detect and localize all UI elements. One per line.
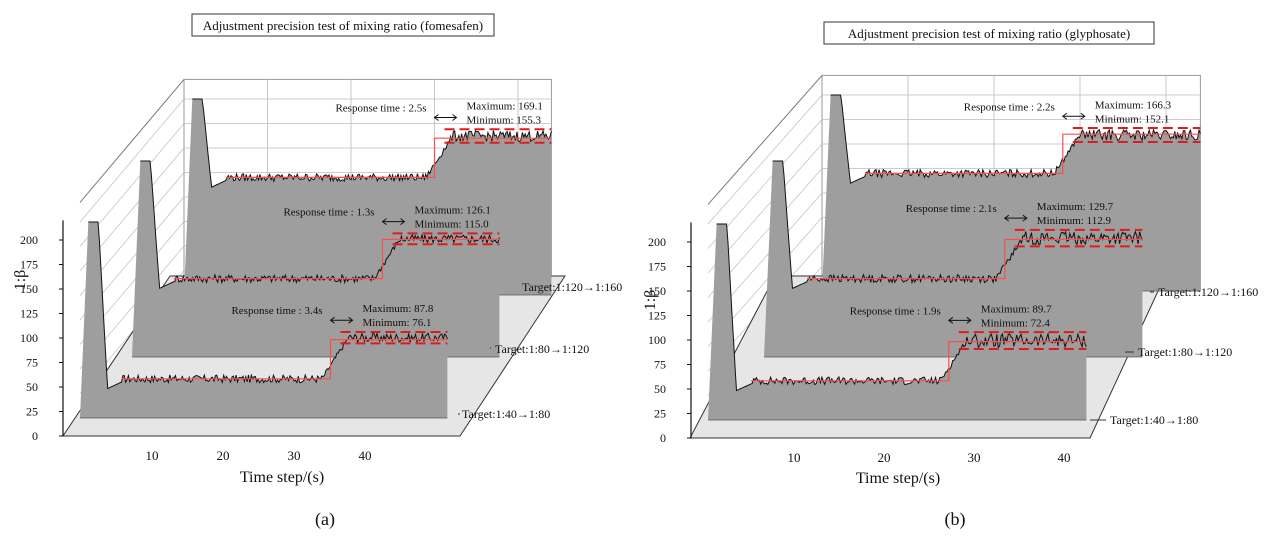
x-tick-label: 30 xyxy=(288,448,301,463)
target-label: Target:1:40→1:80 xyxy=(462,407,550,421)
maximum-label: Maximum: 87.8 xyxy=(363,303,434,315)
series-area xyxy=(708,224,1087,420)
panel-b: Response time : 2.2s Maximum: 166.3 Minimu… xyxy=(642,21,1258,487)
chart-title: Adjustment precision test of mixing rati… xyxy=(203,18,483,33)
target-step-line xyxy=(225,137,552,178)
target-label: Target:1:120→1:160 xyxy=(522,280,622,294)
y-tick-label: 175 xyxy=(20,258,38,272)
x-tick-label: 40 xyxy=(359,448,372,463)
minimum-label: Minimum: 76.1 xyxy=(363,317,432,329)
minimum-label: Minimum: 115.0 xyxy=(415,219,490,231)
y-tick-label: 100 xyxy=(20,331,38,345)
response-time-label: Response time : 2.2s xyxy=(964,101,1055,113)
response-arrowheads xyxy=(1003,214,1028,222)
target-step-line xyxy=(751,341,1087,382)
series-area xyxy=(80,222,448,418)
minimum-label: Minimum: 155.3 xyxy=(467,115,542,127)
y-tick-label: 0 xyxy=(660,431,666,445)
y-tick-label: 200 xyxy=(648,235,666,249)
x-tick-label: 10 xyxy=(146,448,159,463)
response-arrowheads xyxy=(381,218,406,226)
response-time-label: Response time : 3.4s xyxy=(231,305,322,317)
response-arrowheads xyxy=(947,316,972,324)
target-label: Target:1:120→1:160 xyxy=(1158,285,1258,299)
figure-label-a: (a) xyxy=(315,509,335,530)
minimum-label: Minimum: 152.1 xyxy=(1095,113,1170,125)
target-step-line xyxy=(807,238,1143,280)
series-area xyxy=(764,161,1143,357)
response-time-label: Response time : 1.3s xyxy=(283,207,374,219)
y-axis-label: 1:β xyxy=(642,290,659,311)
target-step-line xyxy=(173,238,500,280)
title-box xyxy=(191,13,495,37)
target-step-line xyxy=(865,133,1201,174)
y-tick-label: 75 xyxy=(654,358,666,372)
response-time-label: Response time : 1.9s xyxy=(850,305,941,317)
x-axis-label: Time step/(s) xyxy=(240,469,324,486)
side-grid-line xyxy=(707,94,823,225)
y-tick-label: 125 xyxy=(20,307,38,321)
side-wall-edge xyxy=(79,79,185,203)
side-wall-edge xyxy=(707,75,823,205)
target-step-line xyxy=(121,339,448,380)
y-tick-label: 150 xyxy=(20,282,38,296)
x-tick-label: 20 xyxy=(217,448,230,463)
y-tick-label: 75 xyxy=(26,356,38,370)
series-line xyxy=(772,160,1143,290)
y-tick-label: 100 xyxy=(648,333,666,347)
x-tick-label: 20 xyxy=(878,450,891,465)
series-line xyxy=(830,94,1201,184)
y-tick-label: 125 xyxy=(648,309,666,323)
x-tick-label: 40 xyxy=(1058,450,1071,465)
side-grid-line xyxy=(79,98,185,223)
maximum-label: Maximum: 89.7 xyxy=(981,303,1052,315)
x-tick-label: 30 xyxy=(968,450,981,465)
y-tick-label: 25 xyxy=(26,405,38,419)
maximum-label: Maximum: 126.1 xyxy=(415,205,491,217)
chart-title: Adjustment precision test of mixing rati… xyxy=(848,26,1130,41)
target-label: Target:1:40→1:80 xyxy=(1110,413,1198,427)
series-area xyxy=(132,161,500,357)
response-time-label: Response time : 2.1s xyxy=(906,203,997,215)
minimum-label: Minimum: 112.9 xyxy=(1037,215,1112,227)
figure-label-b: (b) xyxy=(945,509,966,530)
y-tick-label: 25 xyxy=(654,407,666,421)
y-tick-label: 200 xyxy=(20,233,38,247)
response-arrowheads xyxy=(329,316,354,324)
maximum-label: Maximum: 129.7 xyxy=(1037,201,1114,213)
y-tick-label: 175 xyxy=(648,260,666,274)
y-tick-label: 50 xyxy=(26,380,38,394)
y-tick-label: 150 xyxy=(648,284,666,298)
target-label: Target:1:80→1:120 xyxy=(1138,345,1232,359)
response-arrowheads xyxy=(1061,112,1086,120)
title-box xyxy=(823,21,1155,45)
x-axis-label: Time step/(s) xyxy=(856,470,940,487)
series-line xyxy=(192,98,552,188)
maximum-label: Maximum: 169.1 xyxy=(467,101,543,113)
target-label: Target:1:80→1:120 xyxy=(495,342,589,356)
response-arrowheads xyxy=(433,114,458,121)
y-axis-label: 1:β xyxy=(12,270,29,291)
response-time-label: Response time : 2.5s xyxy=(335,103,426,115)
x-tick-label: 10 xyxy=(788,450,801,465)
series-line xyxy=(88,221,448,390)
panel-a: Response time : 2.5s Maximum: 169.1 Minimu… xyxy=(12,13,622,486)
maximum-label: Maximum: 166.3 xyxy=(1095,99,1172,111)
y-tick-label: 50 xyxy=(654,382,666,396)
y-tick-label: 0 xyxy=(32,429,38,443)
minimum-label: Minimum: 72.4 xyxy=(981,317,1051,329)
